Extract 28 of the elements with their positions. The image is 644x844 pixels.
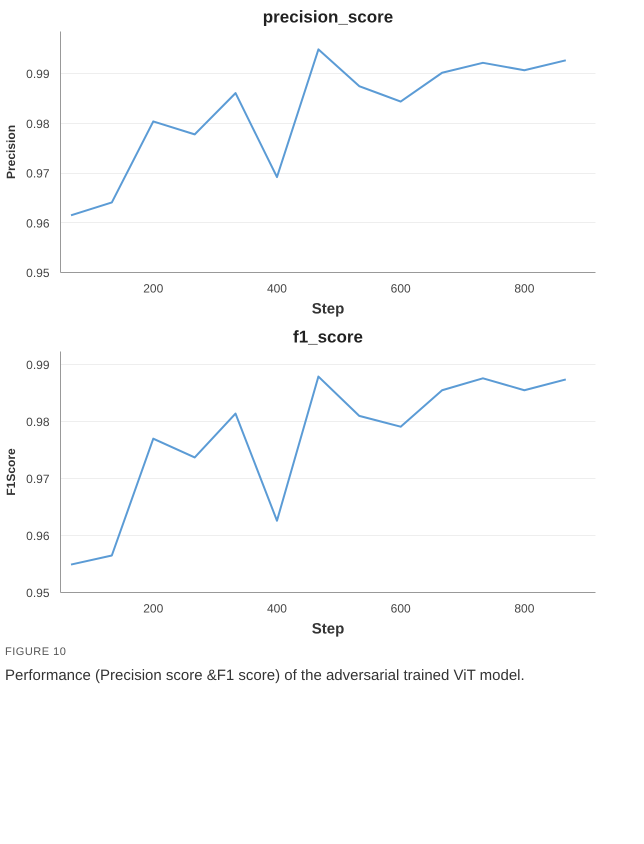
y-tick-label: 0.98 bbox=[26, 415, 50, 430]
y-tick-label: 0.98 bbox=[26, 116, 50, 131]
line-series bbox=[70, 376, 567, 566]
y-axis-title: Precision bbox=[4, 124, 18, 180]
x-tick-label: 200 bbox=[143, 602, 164, 616]
y-tick-label: 0.95 bbox=[26, 586, 50, 600]
caption: FIGURE 10 bbox=[5, 645, 68, 660]
x-tick-label: 800 bbox=[514, 282, 535, 296]
x-tick-label: 200 bbox=[143, 282, 164, 296]
x-tick-label: 400 bbox=[266, 602, 288, 616]
chart-title: f1_score bbox=[293, 328, 363, 346]
y-axis-title: F1Score bbox=[4, 448, 18, 496]
x-axis-title: Step bbox=[312, 300, 344, 318]
y-tick-label: 0.99 bbox=[26, 358, 50, 372]
x-tick-label: 400 bbox=[266, 282, 288, 296]
line-series bbox=[70, 48, 567, 216]
x-tick-label: 800 bbox=[514, 602, 535, 616]
y-tick-label: 0.95 bbox=[26, 266, 50, 280]
chart-title: precision_score bbox=[262, 8, 394, 26]
x-tick-label: 600 bbox=[390, 602, 412, 616]
x-axis-title: Step bbox=[312, 620, 344, 638]
y-tick-label: 0.97 bbox=[26, 166, 50, 181]
y-tick-label: 0.96 bbox=[26, 216, 50, 230]
y-tick-label: 0.96 bbox=[26, 529, 50, 544]
text: Performance (Precision score &F1 score) of the adversarial trained ViT model. bbox=[5, 666, 525, 686]
y-tick-label: 0.99 bbox=[26, 67, 50, 82]
x-tick-label: 600 bbox=[390, 282, 412, 296]
y-tick-label: 0.97 bbox=[26, 472, 50, 486]
